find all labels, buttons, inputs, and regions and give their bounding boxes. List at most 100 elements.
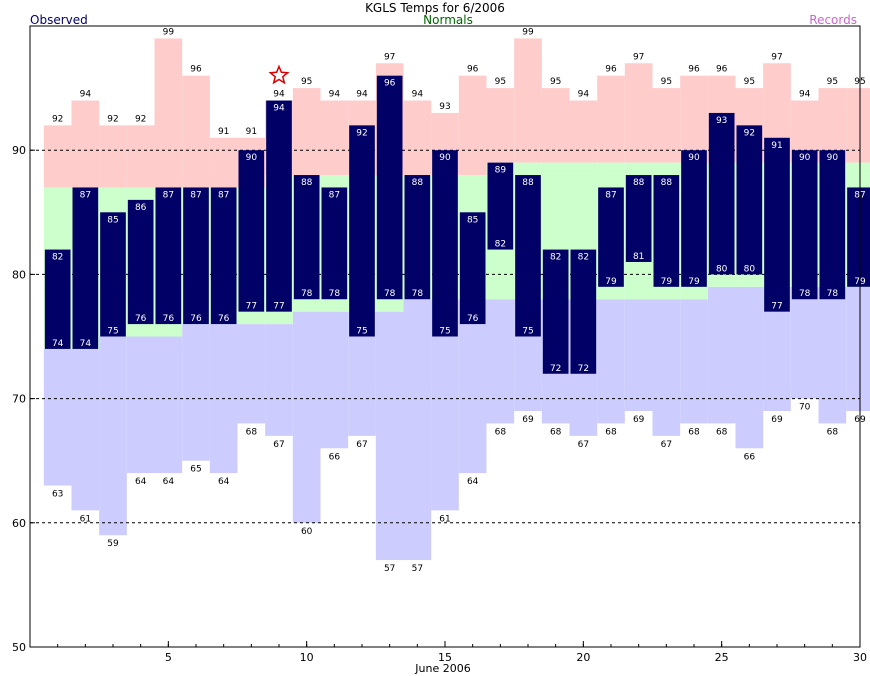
observed-low-label: 74 bbox=[52, 339, 64, 349]
legend-observed: Observed bbox=[30, 13, 88, 27]
observed-high-label: 90 bbox=[688, 153, 700, 163]
record-high-label: 96 bbox=[716, 65, 728, 75]
observed-low-label: 78 bbox=[329, 289, 341, 299]
record-high-band bbox=[541, 88, 570, 163]
record-high-band bbox=[680, 75, 708, 163]
observed-bar bbox=[238, 150, 265, 312]
record-high-label: 96 bbox=[605, 65, 617, 75]
observed-bar bbox=[155, 187, 182, 325]
record-high-band bbox=[182, 75, 210, 188]
record-high-label: 94 bbox=[329, 90, 341, 100]
record-high-label: 95 bbox=[744, 77, 755, 87]
record-low-label: 65 bbox=[190, 465, 201, 475]
record-high-label: 95 bbox=[550, 77, 561, 87]
record-high-label: 99 bbox=[163, 27, 175, 37]
observed-high-label: 90 bbox=[246, 153, 258, 163]
x-tick-label: 30 bbox=[853, 651, 867, 664]
record-low-band bbox=[707, 286, 736, 424]
observed-low-label: 79 bbox=[661, 277, 673, 287]
observed-high-label: 91 bbox=[771, 141, 782, 151]
legend-normals: Normals bbox=[423, 13, 473, 27]
observed-high-label: 85 bbox=[467, 215, 478, 225]
record-high-label: 94 bbox=[356, 90, 368, 100]
observed-bar bbox=[736, 125, 763, 275]
record-high-label: 99 bbox=[522, 27, 534, 37]
record-low-label: 68 bbox=[716, 427, 728, 437]
observed-low-label: 77 bbox=[273, 302, 284, 312]
observed-high-label: 87 bbox=[605, 190, 616, 200]
record-low-label: 63 bbox=[52, 490, 63, 500]
record-low-label: 68 bbox=[688, 427, 700, 437]
observed-high-label: 88 bbox=[661, 178, 673, 188]
observed-low-label: 77 bbox=[246, 302, 257, 312]
record-high-label: 91 bbox=[246, 127, 257, 137]
observed-low-label: 81 bbox=[633, 252, 644, 262]
observed-bar bbox=[542, 249, 569, 374]
record-high-band bbox=[292, 88, 321, 176]
x-tick-label: 25 bbox=[715, 651, 729, 664]
record-low-label: 68 bbox=[605, 427, 617, 437]
record-low-label: 67 bbox=[578, 440, 589, 450]
observed-high-label: 94 bbox=[273, 104, 285, 114]
record-high-label: 95 bbox=[827, 77, 838, 87]
observed-high-label: 87 bbox=[190, 190, 201, 200]
observed-bar bbox=[183, 187, 209, 325]
record-high-label: 95 bbox=[301, 77, 312, 87]
record-high-label: 92 bbox=[52, 114, 63, 124]
observed-high-label: 96 bbox=[384, 79, 396, 89]
record-low-label: 67 bbox=[356, 440, 367, 450]
observed-low-label: 76 bbox=[218, 314, 230, 324]
observed-low-label: 82 bbox=[495, 240, 506, 250]
record-low-label: 57 bbox=[384, 564, 395, 574]
record-high-band bbox=[846, 88, 870, 163]
observed-low-label: 75 bbox=[356, 327, 367, 337]
record-high-band bbox=[71, 100, 100, 188]
record-low-label: 60 bbox=[301, 527, 313, 537]
legend-records: Records bbox=[809, 13, 857, 27]
record-high-band bbox=[652, 88, 681, 163]
observed-high-label: 89 bbox=[495, 166, 507, 176]
record-high-label: 94 bbox=[412, 90, 424, 100]
record-low-label: 64 bbox=[467, 477, 479, 487]
observed-low-label: 72 bbox=[578, 364, 589, 374]
observed-high-label: 86 bbox=[135, 203, 147, 213]
observed-bar bbox=[321, 187, 348, 300]
record-low-label: 64 bbox=[218, 477, 230, 487]
chart-title: KGLS Temps for 6/2006 bbox=[365, 1, 505, 15]
record-high-band bbox=[486, 88, 515, 163]
observed-bars bbox=[44, 75, 870, 374]
record-high-label: 97 bbox=[384, 52, 395, 62]
record-low-label: 67 bbox=[273, 440, 284, 450]
observed-bar bbox=[432, 150, 458, 337]
observed-bar bbox=[819, 150, 846, 300]
record-low-label: 61 bbox=[80, 514, 91, 524]
record-high-band bbox=[126, 125, 155, 188]
record-high-label: 92 bbox=[135, 114, 146, 124]
x-tick-label: 15 bbox=[438, 651, 452, 664]
record-low-band bbox=[680, 299, 708, 424]
observed-low-label: 76 bbox=[163, 314, 175, 324]
record-low-label: 57 bbox=[412, 564, 423, 574]
observed-bar bbox=[293, 175, 320, 300]
record-high-label: 94 bbox=[578, 90, 590, 100]
observed-bar bbox=[598, 187, 624, 287]
x-tick-label: 5 bbox=[165, 651, 172, 664]
y-tick-label: 80 bbox=[12, 268, 26, 281]
observed-high-label: 85 bbox=[107, 215, 118, 225]
record-low-label: 64 bbox=[135, 477, 147, 487]
observed-low-label: 75 bbox=[439, 327, 450, 337]
record-low-band bbox=[597, 299, 625, 424]
observed-low-label: 79 bbox=[688, 277, 700, 287]
observed-high-label: 92 bbox=[356, 128, 367, 138]
observed-high-label: 88 bbox=[412, 178, 424, 188]
observed-high-label: 90 bbox=[827, 153, 839, 163]
observed-low-label: 78 bbox=[384, 289, 396, 299]
record-high-band bbox=[320, 100, 349, 176]
observed-bar bbox=[487, 162, 514, 250]
observed-bar bbox=[653, 175, 680, 287]
record-high-band bbox=[569, 100, 598, 163]
record-high-band bbox=[597, 75, 625, 163]
x-tick-label: 10 bbox=[300, 651, 314, 664]
record-low-label: 70 bbox=[799, 403, 811, 413]
